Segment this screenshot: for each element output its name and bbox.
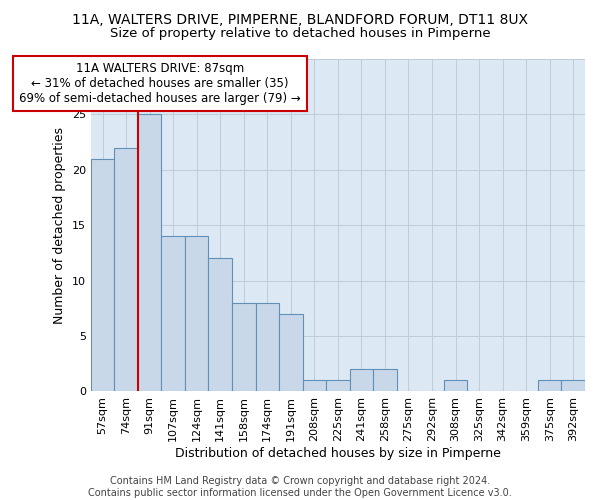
Bar bbox=[538, 380, 562, 392]
Text: Contains HM Land Registry data © Crown copyright and database right 2024.
Contai: Contains HM Land Registry data © Crown c… bbox=[88, 476, 512, 498]
Bar bbox=[115, 148, 138, 392]
Bar bbox=[161, 236, 185, 392]
Bar bbox=[256, 303, 279, 392]
Bar bbox=[302, 380, 326, 392]
Bar bbox=[185, 236, 208, 392]
Text: 11A WALTERS DRIVE: 87sqm
← 31% of detached houses are smaller (35)
69% of semi-d: 11A WALTERS DRIVE: 87sqm ← 31% of detach… bbox=[19, 62, 301, 106]
X-axis label: Distribution of detached houses by size in Pimperne: Distribution of detached houses by size … bbox=[175, 447, 501, 460]
Text: Size of property relative to detached houses in Pimperne: Size of property relative to detached ho… bbox=[110, 28, 490, 40]
Bar bbox=[208, 258, 232, 392]
Bar bbox=[279, 314, 302, 392]
Bar bbox=[91, 158, 115, 392]
Bar bbox=[138, 114, 161, 392]
Bar bbox=[562, 380, 585, 392]
Y-axis label: Number of detached properties: Number of detached properties bbox=[53, 126, 66, 324]
Bar bbox=[232, 303, 256, 392]
Bar bbox=[373, 370, 397, 392]
Bar bbox=[350, 370, 373, 392]
Bar bbox=[444, 380, 467, 392]
Bar bbox=[326, 380, 350, 392]
Text: 11A, WALTERS DRIVE, PIMPERNE, BLANDFORD FORUM, DT11 8UX: 11A, WALTERS DRIVE, PIMPERNE, BLANDFORD … bbox=[72, 12, 528, 26]
